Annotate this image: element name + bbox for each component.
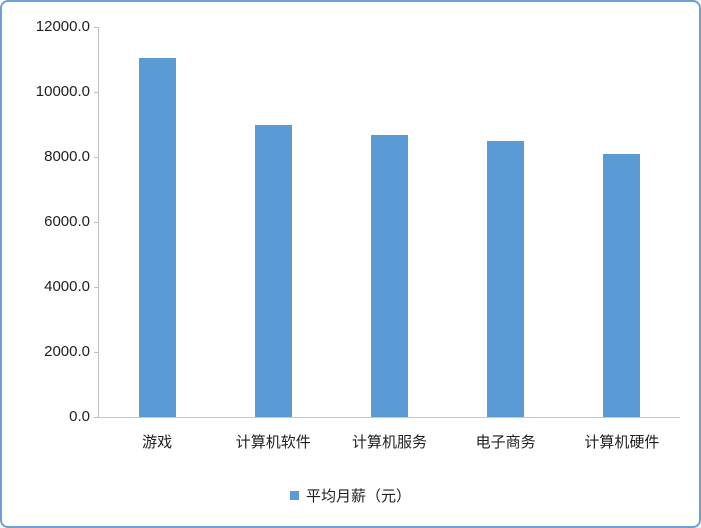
bar-计算机软件 xyxy=(254,124,292,417)
y-axis-tick-label: 0.0 xyxy=(69,408,90,425)
x-axis-label: 计算机硬件 xyxy=(584,434,660,451)
legend-marker-icon xyxy=(289,490,299,500)
x-axis-label: 电子商务 xyxy=(475,434,536,451)
y-tick-mark xyxy=(94,287,99,288)
y-axis-tick-label: 8000.0 xyxy=(44,148,90,165)
y-axis-tick-label: 6000.0 xyxy=(44,213,90,230)
x-axis-label: 计算机服务 xyxy=(351,434,427,451)
plot-area xyxy=(99,27,680,417)
y-tick-mark xyxy=(94,352,99,353)
x-axis-line xyxy=(95,417,680,418)
x-axis-label: 游戏 xyxy=(142,434,173,451)
legend: 平均月薪（元） xyxy=(2,485,699,505)
y-axis-tick-label: 10000.0 xyxy=(35,83,90,100)
legend-label: 平均月薪（元） xyxy=(305,487,411,505)
y-tick-mark xyxy=(94,27,99,28)
y-tick-mark xyxy=(94,92,99,93)
y-axis-tick-label: 12000.0 xyxy=(35,18,90,35)
y-axis-tick-label: 4000.0 xyxy=(44,278,90,295)
bar-电子商务 xyxy=(487,140,525,417)
y-tick-mark xyxy=(94,157,99,158)
x-axis-label: 计算机软件 xyxy=(235,434,311,451)
bar-计算机服务 xyxy=(371,134,408,417)
bar-计算机硬件 xyxy=(603,153,641,417)
bar-游戏 xyxy=(138,57,176,417)
y-tick-mark xyxy=(94,222,99,223)
y-tick-mark xyxy=(94,417,99,418)
y-axis-tick-label: 2000.0 xyxy=(44,343,90,360)
